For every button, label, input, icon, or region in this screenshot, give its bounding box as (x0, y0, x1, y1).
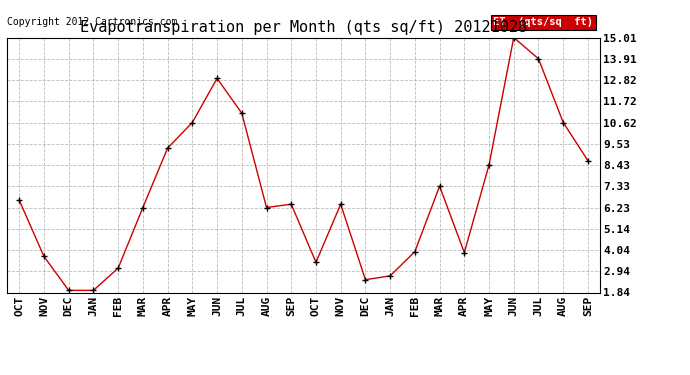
Title: Evapotranspiration per Month (qts sq/ft) 20121028: Evapotranspiration per Month (qts sq/ft)… (80, 20, 527, 35)
Text: ET  (qts/sq  ft): ET (qts/sq ft) (493, 17, 593, 27)
Text: Copyright 2012 Cartronics.com: Copyright 2012 Cartronics.com (7, 17, 177, 27)
